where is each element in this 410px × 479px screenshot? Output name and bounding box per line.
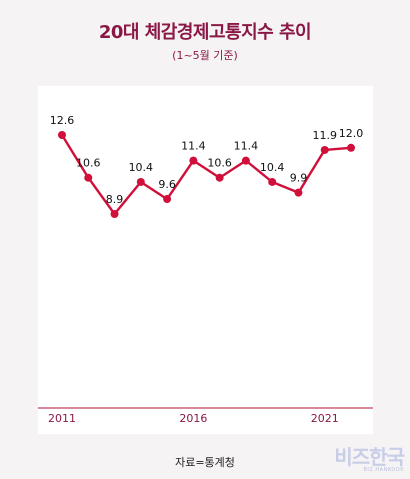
chart-subtitle: (1~5월 기준) (172, 49, 238, 62)
data-point (84, 173, 93, 182)
data-label: 11.4 (234, 140, 259, 153)
data-point (189, 156, 198, 165)
data-label: 10.6 (207, 157, 232, 170)
source-note: 자료=통계청 (175, 456, 235, 469)
chart-title: 20대 체감경제고통지수 추이 (98, 22, 312, 43)
x-tick-label: 2021 (311, 412, 339, 425)
data-point (294, 188, 303, 197)
data-label: 11.9 (312, 129, 337, 142)
x-tick-label: 2011 (48, 412, 76, 425)
data-point (320, 145, 329, 154)
data-label: 10.4 (260, 161, 285, 174)
data-point (268, 177, 277, 186)
chart-panel (38, 86, 373, 434)
data-label: 10.4 (129, 161, 154, 174)
data-point (163, 195, 172, 204)
brand-logo: 비즈한국 BIZ.HANKOOK (334, 445, 405, 473)
data-label: 12.6 (50, 114, 75, 127)
data-label: 9.6 (158, 178, 176, 191)
data-label: 9.9 (290, 172, 308, 185)
data-point (58, 131, 66, 139)
data-point (136, 177, 145, 186)
data-point (347, 143, 355, 152)
data-point (215, 173, 224, 182)
series-line (60, 134, 352, 216)
data-label: 10.6 (76, 157, 101, 170)
brand-logo-text: 비즈한국 (334, 445, 405, 469)
x-tick-label: 2016 (179, 412, 207, 425)
data-point (110, 210, 119, 218)
data-point (241, 156, 250, 165)
data-label: 11.4 (181, 140, 206, 153)
data-label: 8.9 (106, 193, 124, 206)
brand-logo-subtext: BIZ.HANKOOK (363, 467, 404, 473)
data-label: 12.0 (339, 127, 364, 140)
